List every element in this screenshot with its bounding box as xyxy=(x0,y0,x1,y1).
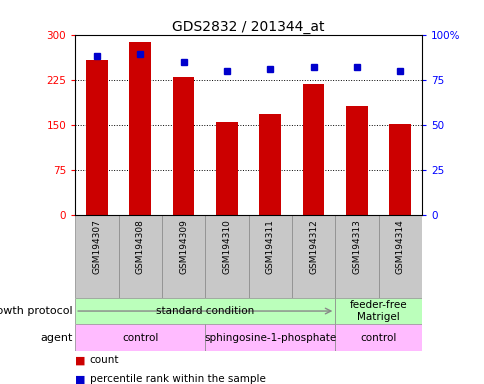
Bar xyxy=(129,42,151,215)
Bar xyxy=(334,215,378,298)
Text: feeder-free
Matrigel: feeder-free Matrigel xyxy=(349,300,407,322)
Bar xyxy=(334,324,421,351)
Bar xyxy=(162,215,205,298)
Text: ■: ■ xyxy=(75,355,89,365)
Text: control: control xyxy=(360,333,396,343)
Bar xyxy=(205,215,248,298)
Text: GSM194311: GSM194311 xyxy=(265,219,274,274)
Bar xyxy=(389,124,410,215)
Bar xyxy=(259,114,281,215)
Bar xyxy=(302,84,324,215)
Text: standard condition: standard condition xyxy=(156,306,254,316)
Text: GSM194307: GSM194307 xyxy=(92,219,101,274)
Text: count: count xyxy=(90,355,119,365)
Text: GSM194309: GSM194309 xyxy=(179,219,188,274)
Bar xyxy=(86,60,107,215)
Text: GSM194310: GSM194310 xyxy=(222,219,231,274)
Bar xyxy=(118,215,162,298)
Text: GSM194312: GSM194312 xyxy=(308,219,318,274)
Bar xyxy=(334,298,421,324)
Bar xyxy=(75,215,118,298)
Bar xyxy=(291,215,334,298)
Bar xyxy=(215,122,237,215)
Bar xyxy=(75,298,334,324)
Bar xyxy=(346,106,367,215)
Text: ■: ■ xyxy=(75,374,89,384)
Bar xyxy=(75,324,205,351)
Text: GSM194314: GSM194314 xyxy=(395,219,404,274)
Bar xyxy=(172,77,194,215)
Text: growth protocol: growth protocol xyxy=(0,306,73,316)
Text: sphingosine-1-phosphate: sphingosine-1-phosphate xyxy=(204,333,336,343)
Text: agent: agent xyxy=(40,333,73,343)
Text: GSM194308: GSM194308 xyxy=(136,219,144,274)
Text: percentile rank within the sample: percentile rank within the sample xyxy=(90,374,265,384)
Bar xyxy=(248,215,291,298)
Bar xyxy=(205,324,334,351)
Bar xyxy=(378,215,421,298)
Text: GSM194313: GSM194313 xyxy=(352,219,361,274)
Text: control: control xyxy=(122,333,158,343)
Title: GDS2832 / 201344_at: GDS2832 / 201344_at xyxy=(172,20,324,33)
